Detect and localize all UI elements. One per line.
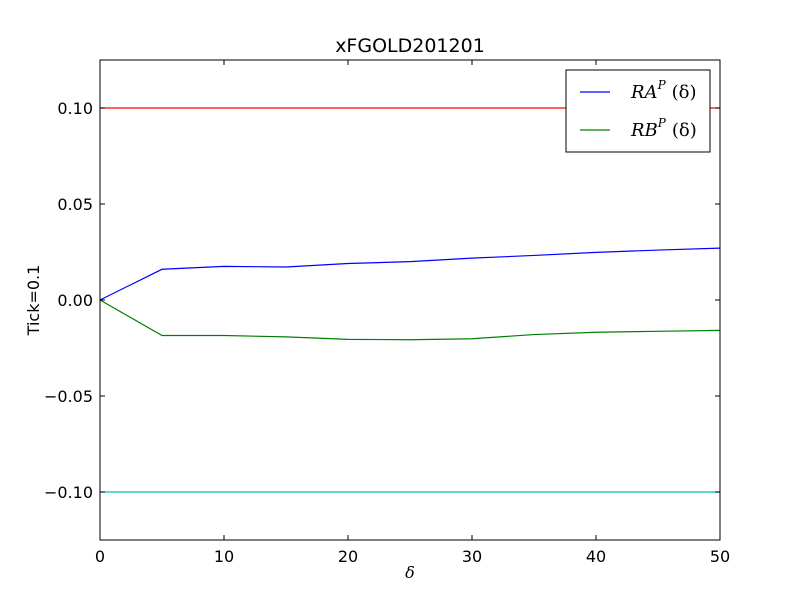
y-tick-label: 0.10 <box>57 99 93 118</box>
x-tick-label: 20 <box>338 547 358 566</box>
x-tick-label: 40 <box>586 547 606 566</box>
legend-label-2: RBP (δ) <box>630 116 697 141</box>
legend: RAP (δ) RBP (δ) <box>565 69 711 153</box>
legend-box <box>565 69 711 153</box>
series-line-2 <box>99 299 721 341</box>
legend-label-1: RAP (δ) <box>630 78 697 103</box>
chart-title: xFGOLD201201 <box>335 35 485 57</box>
x-axis-title: δ <box>405 563 415 582</box>
x-tick-label: 0 <box>95 547 105 566</box>
x-tick-label: 50 <box>710 547 730 566</box>
x-tick-label: 30 <box>462 547 482 566</box>
y-axis-title: Tick=0.1 <box>24 265 43 337</box>
y-tick-label: −0.10 <box>44 483 93 502</box>
ticks-layer: 0 10 20 30 40 50 0.10 0.05 0.00 −0.05 −0.10 <box>44 60 730 566</box>
y-tick-label: 0.00 <box>57 291 93 310</box>
y-tick-label: 0.05 <box>57 195 93 214</box>
series-line-1 <box>99 247 721 301</box>
y-tick-label: −0.05 <box>44 387 93 406</box>
x-tick-label: 10 <box>214 547 234 566</box>
